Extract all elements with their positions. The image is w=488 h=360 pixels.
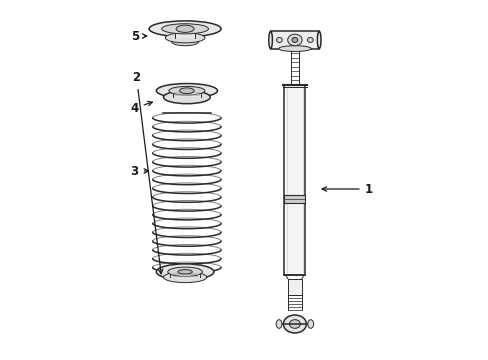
Ellipse shape [163, 272, 206, 283]
Bar [284, 85, 305, 275]
Ellipse shape [163, 91, 210, 104]
Ellipse shape [167, 267, 202, 276]
Ellipse shape [149, 21, 221, 37]
Bar [170, 272, 200, 277]
Ellipse shape [276, 320, 282, 328]
Ellipse shape [176, 25, 194, 32]
Ellipse shape [165, 33, 204, 43]
Bar [284, 195, 305, 203]
Ellipse shape [283, 315, 306, 333]
Text: 1: 1 [322, 183, 372, 195]
Bar [175, 29, 195, 38]
Ellipse shape [307, 320, 313, 328]
Text: 2: 2 [132, 71, 163, 274]
Ellipse shape [156, 84, 217, 98]
Ellipse shape [162, 24, 208, 34]
Ellipse shape [178, 270, 192, 274]
Text: 4: 4 [130, 102, 152, 114]
Ellipse shape [179, 88, 194, 94]
Ellipse shape [287, 34, 302, 46]
Ellipse shape [289, 320, 300, 328]
Polygon shape [270, 31, 319, 49]
Ellipse shape [276, 37, 282, 42]
Ellipse shape [291, 37, 297, 42]
Text: 3: 3 [130, 165, 148, 177]
Bar [287, 279, 301, 295]
Bar [172, 91, 201, 97]
Ellipse shape [278, 46, 310, 51]
Ellipse shape [268, 31, 272, 49]
Ellipse shape [171, 37, 199, 46]
Ellipse shape [156, 264, 213, 280]
Ellipse shape [168, 86, 204, 95]
Text: 5: 5 [130, 30, 146, 42]
Ellipse shape [307, 37, 313, 42]
Ellipse shape [317, 31, 320, 49]
